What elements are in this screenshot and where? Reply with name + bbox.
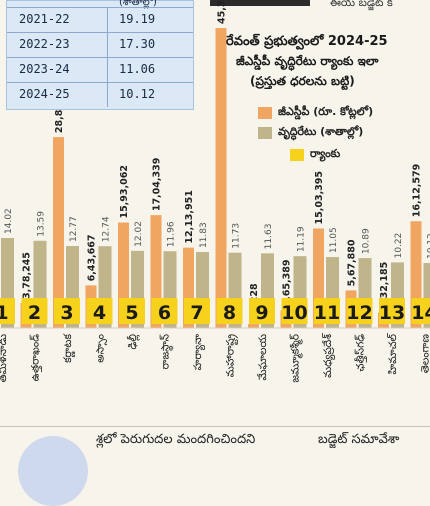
category-label: కర్ణాటక: [62, 333, 76, 362]
chart-subtitle-note: (ప్రస్తుత ధరలను బట్టి): [250, 74, 355, 91]
inset-year: 2021-22: [19, 12, 70, 26]
rank-label: 3: [60, 302, 73, 324]
rank-label: 12: [346, 302, 372, 324]
category-label: జమ్మూకశ్మీర్: [290, 333, 304, 382]
category-label: అస్సాం: [95, 334, 108, 363]
growth-value-label: 11.83: [199, 222, 209, 248]
legend-label-rank: ర్యాంకు: [310, 147, 340, 163]
category-label: ఉత్తరాఖండ్: [30, 334, 43, 382]
growth-value-label: 13.59: [37, 211, 47, 237]
gsdp-value-label: 3,78,245: [22, 252, 33, 299]
rank-label: 2: [28, 302, 41, 324]
category-label: రాజస్థాన్: [160, 334, 174, 369]
growth-value-label: 12.77: [69, 216, 79, 242]
category-label: తెలంగాణ: [420, 334, 430, 374]
gsdp-bar: [248, 324, 259, 328]
rank-label: 9: [255, 302, 268, 324]
rank-label: 6: [158, 302, 171, 324]
growth-value-label: 11.73: [232, 223, 242, 249]
inset-divider: [107, 83, 108, 107]
chart-title: రేవంత్ ప్రభుత్వంలో 2024-25: [226, 34, 388, 52]
growth-value-label: 14.02: [4, 208, 14, 234]
inset-divider: [107, 58, 108, 82]
footer-text-left: శ్లలో పెరుగుదల మందగించిందని: [96, 432, 255, 450]
rank-label: 8: [223, 302, 236, 324]
legend-swatch-rank: [290, 149, 304, 161]
growth-value-label: 11.63: [264, 224, 274, 250]
rank-label: 10: [281, 302, 307, 324]
chart-subtitle: జీఎస్డీపీ వృద్ధిరేటు ర్యాంకు ఇలా: [236, 54, 378, 71]
category-label: ఛత్తీస్‌గఢ్: [354, 334, 368, 372]
gsdp-value-label: 15,03,395: [314, 171, 325, 225]
inset-row: 2023-24 11.06: [7, 57, 193, 82]
growth-value-label: 11.96: [167, 221, 177, 247]
legend-label-gsdp: జీఎస్డీపీ (రూ. కోట్లలో): [278, 105, 373, 121]
rank-label: 5: [125, 302, 138, 324]
inset-value: 17.30: [119, 37, 155, 51]
growth-value-label: 12.74: [102, 216, 112, 242]
gsdp-value-label: 16,12,579: [412, 164, 423, 218]
category-label: హర్యానా: [192, 334, 206, 370]
rank-label: 7: [190, 302, 203, 324]
rank-label: 14: [411, 302, 430, 324]
gsdp-value-label: 5,67,880: [347, 239, 358, 286]
category-label: ఢిల్లీ: [126, 334, 140, 350]
legend-label-growth: వృద్ధిరేటు (శాతాల్లో): [278, 125, 363, 141]
rank-label: 1: [0, 302, 9, 324]
growth-value-label: 10.89: [362, 228, 372, 254]
gsdp-value-label: 17,04,339: [152, 158, 163, 212]
inset-divider: [107, 8, 108, 32]
inset-year: 2024-25: [19, 87, 70, 101]
inset-value: 19.19: [119, 12, 155, 26]
inset-divider: [107, 33, 108, 57]
legend-swatch-growth: [258, 127, 272, 139]
gsdp-value-label: 45,31,518: [217, 0, 228, 24]
inset-year: 2023-24: [19, 62, 70, 76]
inset-value: 11.06: [119, 62, 155, 76]
inset-row: 2021-22 19.19: [7, 7, 193, 32]
rank-label: 11: [314, 302, 340, 324]
category-label: హిమాచల్: [387, 332, 399, 374]
growth-value-label: 11.19: [297, 226, 307, 252]
growth-value-label: 12.02: [134, 221, 144, 247]
inset-value: 10.12: [119, 87, 155, 101]
category-label: మధ్యప్రదేశ్: [322, 333, 336, 378]
gsdp-value-label: 15,93,062: [119, 165, 130, 219]
footer-text-right: బడ్జెట్ సమావేశా: [318, 432, 399, 450]
rank-label: 4: [93, 302, 106, 324]
category-label: మహారాష్ట్ర: [225, 334, 239, 377]
legend-swatch-gsdp: [258, 107, 272, 119]
growth-value-label: 11.05: [329, 227, 339, 253]
growth-value-label: 10.22: [394, 233, 404, 259]
category-label: తమిళనాడు: [0, 334, 9, 383]
inset-row: 2024-25 10.12: [7, 82, 193, 107]
gsdp-bar: [216, 28, 227, 328]
gsdp-value-label: 6,43,667: [87, 234, 98, 281]
growth-inset-table: (శాతాల్లో) 2021-22 19.19 2022-23 17.30 2…: [6, 0, 194, 110]
growth-value-label: 10.12: [427, 233, 430, 259]
decorative-circle: [18, 436, 88, 506]
gsdp-value-label: 12,13,951: [184, 190, 195, 244]
section-divider: [0, 426, 430, 427]
inset-row: 2022-23 17.30: [7, 32, 193, 57]
inset-year: 2022-23: [19, 37, 70, 51]
category-label: మేఘాలయ: [257, 334, 269, 381]
rank-label: 13: [379, 302, 405, 324]
